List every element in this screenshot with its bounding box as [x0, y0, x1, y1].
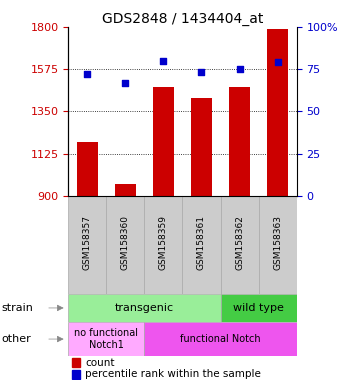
Bar — [68, 196, 106, 293]
Point — [275, 59, 280, 65]
Bar — [68, 323, 144, 356]
Text: transgenic: transgenic — [115, 303, 174, 313]
Bar — [115, 184, 136, 196]
Bar — [144, 196, 182, 293]
Text: other: other — [2, 334, 31, 344]
Bar — [153, 87, 174, 196]
Title: GDS2848 / 1434404_at: GDS2848 / 1434404_at — [102, 12, 263, 26]
Bar — [221, 196, 258, 293]
Point — [161, 58, 166, 64]
Bar — [229, 87, 250, 196]
Bar — [144, 323, 297, 356]
Bar — [77, 142, 98, 196]
Point — [237, 66, 242, 72]
Bar — [72, 370, 80, 379]
Text: GSM158360: GSM158360 — [121, 215, 130, 270]
Bar — [221, 293, 297, 323]
Text: count: count — [85, 358, 115, 368]
Text: percentile rank within the sample: percentile rank within the sample — [85, 369, 261, 379]
Text: GSM158359: GSM158359 — [159, 215, 168, 270]
Text: GSM158357: GSM158357 — [83, 215, 92, 270]
Text: GSM158363: GSM158363 — [273, 215, 282, 270]
Bar — [182, 196, 221, 293]
Text: functional Notch: functional Notch — [180, 334, 261, 344]
Point — [85, 71, 90, 77]
Text: strain: strain — [2, 303, 33, 313]
Bar — [258, 196, 297, 293]
Text: no functional
Notch1: no functional Notch1 — [74, 328, 138, 350]
Point — [199, 70, 204, 76]
Text: GSM158362: GSM158362 — [235, 215, 244, 270]
Bar — [68, 293, 221, 323]
Bar — [106, 196, 144, 293]
Point — [123, 79, 128, 86]
Text: wild type: wild type — [233, 303, 284, 313]
Bar — [191, 98, 212, 196]
Bar — [267, 29, 288, 196]
Bar — [72, 358, 80, 367]
Text: GSM158361: GSM158361 — [197, 215, 206, 270]
